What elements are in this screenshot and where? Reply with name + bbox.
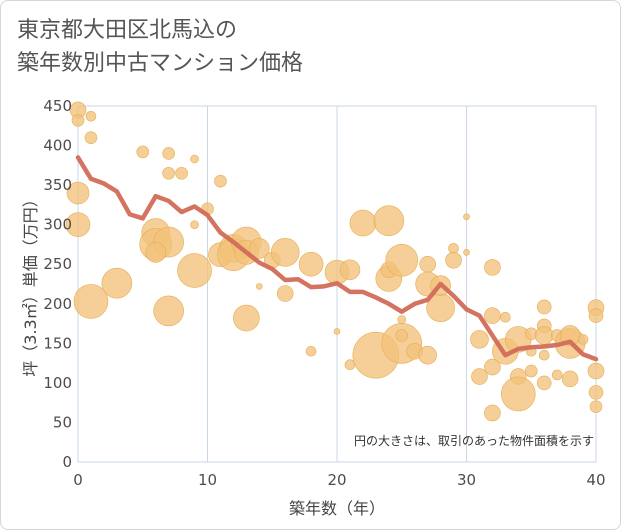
bubble: [190, 220, 199, 229]
bubble: [162, 166, 175, 180]
y-tick-label: 450: [43, 97, 72, 115]
chart-title-line1: 東京都大田区北馬込の: [17, 18, 238, 43]
bubble: [385, 243, 419, 277]
size-note: 円の大きさは、取引のあった物件面積を示す: [354, 433, 594, 448]
bubble: [255, 283, 263, 290]
bubble: [471, 368, 488, 385]
bubble: [65, 212, 91, 237]
bubble: [588, 308, 604, 323]
x-tick-label: 10: [198, 471, 217, 489]
bubble-layer: [65, 101, 605, 422]
y-tick-label: 200: [43, 295, 72, 313]
bubble: [484, 259, 501, 276]
trend-line: [75, 155, 599, 362]
x-axis-title: 築年数（年）: [289, 499, 385, 518]
y-tick-label: 250: [43, 255, 72, 273]
bubble: [305, 345, 317, 357]
bubble: [470, 330, 489, 349]
y-tick-label: 0: [62, 453, 72, 471]
y-axis-title: 坪（3.3㎡）単価（万円）: [21, 191, 40, 376]
bubble: [136, 145, 150, 159]
bubble: [162, 147, 175, 160]
x-tick-label: 30: [457, 471, 476, 489]
bubble: [298, 251, 324, 277]
bubble: [561, 370, 579, 388]
y-tick-label: 50: [53, 413, 72, 431]
y-tick-label: 400: [43, 137, 72, 155]
y-tick-label: 150: [43, 334, 72, 352]
bubble: [214, 174, 227, 188]
bubble: [500, 376, 536, 412]
bubble: [589, 400, 603, 413]
bubble: [524, 364, 538, 378]
bubble: [484, 404, 501, 422]
bubble: [145, 242, 166, 263]
bubble: [397, 315, 407, 324]
bubble: [536, 299, 552, 315]
bubble: [177, 253, 212, 288]
bubble: [85, 110, 97, 122]
y-tick-label: 300: [43, 216, 72, 234]
bubble: [484, 358, 501, 376]
bubble: [448, 243, 459, 254]
bubble: [233, 304, 260, 332]
bubble: [445, 251, 462, 269]
y-tick-label: 350: [43, 176, 72, 194]
bubble: [101, 267, 133, 299]
y-tick-label: 100: [43, 374, 72, 392]
bubble: [538, 349, 550, 361]
bubble: [73, 284, 109, 319]
bubble: [484, 307, 501, 324]
x-tick-label: 40: [586, 471, 605, 489]
bubble: [551, 369, 563, 381]
bubble: [333, 328, 341, 335]
bubble: [276, 285, 294, 302]
bubble: [463, 213, 470, 221]
x-tick-label: 20: [327, 471, 346, 489]
bubble: [395, 329, 409, 342]
chart-title-line2: 築年数別中古マンション価格: [17, 51, 304, 76]
bubble: [84, 131, 98, 144]
bubble: [587, 362, 605, 380]
x-tick-label: 0: [73, 471, 83, 489]
bubble: [577, 334, 589, 345]
bubble: [534, 326, 554, 345]
bubble: [71, 113, 85, 127]
bubble: [373, 205, 405, 237]
bubble: [66, 181, 90, 205]
bubble: [339, 259, 361, 281]
bubble: [419, 255, 436, 273]
bubble: [536, 375, 552, 391]
bubble: [190, 154, 199, 164]
bubble: [588, 385, 604, 400]
bubble: [248, 238, 270, 259]
bubble: [463, 249, 470, 256]
bubble: [418, 345, 437, 365]
bubble: [175, 166, 188, 180]
bubble: [270, 238, 300, 267]
chart-title: 東京都大田区北馬込の 築年数別中古マンション価格: [17, 14, 303, 80]
bubble: [500, 311, 511, 323]
bubble: [349, 209, 377, 237]
bubble: [153, 295, 184, 327]
trend-line-layer: [75, 155, 599, 362]
